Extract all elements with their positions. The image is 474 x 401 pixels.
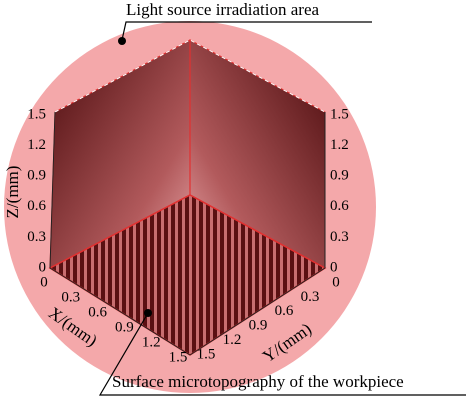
leader: [121, 21, 372, 41]
tick-label: 0.9: [249, 318, 268, 334]
leader-dot: [144, 309, 152, 317]
tick-label: 0: [39, 259, 47, 275]
tick-label: 0.9: [330, 168, 349, 184]
tick-label: 0.6: [27, 198, 46, 214]
tick-label: 0.3: [330, 229, 349, 245]
tick-label: 0: [40, 274, 48, 290]
tick-label: 1.2: [330, 137, 349, 153]
tick-label: 0: [332, 274, 340, 290]
edge: [54, 39, 326, 113]
tick-label: 0.9: [115, 319, 134, 335]
tick-label: 1.2: [142, 334, 161, 350]
tick-label: 1.2: [223, 332, 242, 348]
axis-label: Z/(mm): [3, 166, 22, 219]
axis: [49, 111, 56, 269]
tick-label: 0.9: [27, 168, 46, 184]
tick-label: 1.5: [27, 106, 46, 122]
tick-label: 0.6: [330, 198, 349, 214]
tick-label: 1.5: [169, 349, 188, 365]
tick-label: 0.6: [88, 304, 107, 320]
annotation: Light source irradiation area: [126, 0, 320, 19]
tick-label: 0.3: [301, 289, 320, 305]
tick-label: 1.5: [197, 346, 216, 362]
tick-label: 1.2: [27, 137, 46, 153]
leader-dot: [118, 37, 126, 45]
leader: [98, 312, 466, 396]
tick-label: 1.5: [330, 106, 349, 122]
axis: [49, 267, 191, 356]
tick-label: 0.3: [27, 229, 46, 245]
axis: [189, 267, 326, 356]
tick-label: 0: [330, 259, 338, 275]
annotation: Surface microtopography of the workpiece: [112, 372, 404, 391]
tick-label: 0.6: [275, 303, 294, 319]
tick-label: 0.3: [61, 289, 80, 305]
